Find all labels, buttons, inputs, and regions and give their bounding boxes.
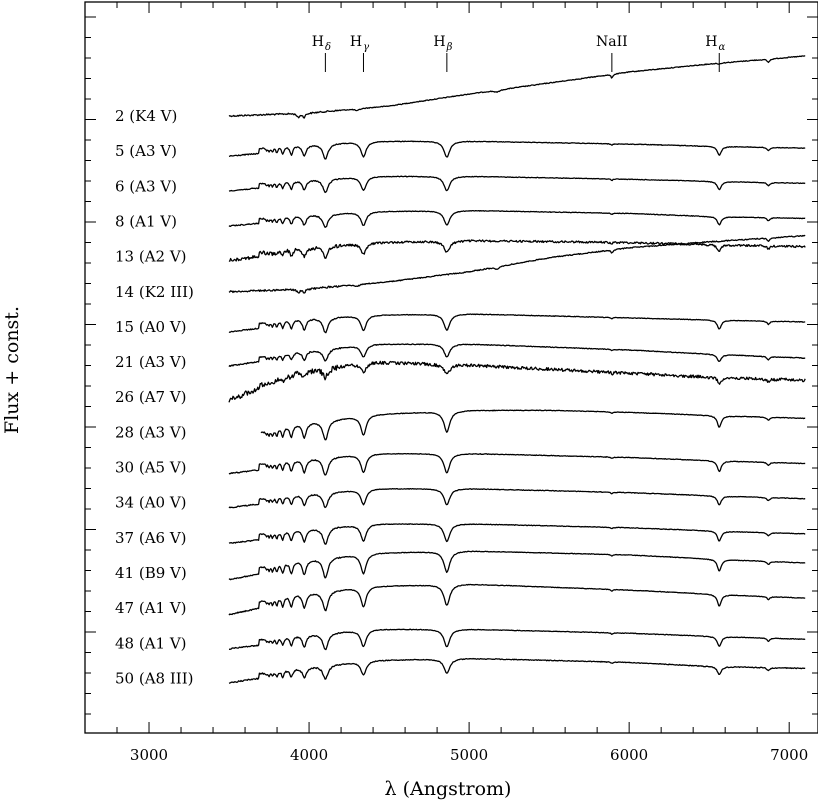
spectrum-line (228, 657, 806, 684)
line-marker-label: Hβ (433, 34, 452, 53)
y-axis-title: Flux + const. (1, 306, 23, 434)
spectrum-line (228, 239, 806, 262)
x-tick-label: 5000 (450, 746, 488, 764)
star-label: 15 (A0 V) (115, 318, 187, 336)
line-marker-label: Hδ (312, 34, 331, 53)
star-label: 47 (A1 V) (115, 599, 187, 617)
star-label: 8 (A1 V) (115, 212, 177, 230)
star-label: 30 (A5 V) (115, 459, 187, 477)
spectrum-line (228, 628, 806, 651)
spectrum-line (228, 175, 806, 194)
spectrum-line (228, 550, 806, 581)
star-label: 28 (A3 V) (115, 423, 187, 441)
spectrum-line (228, 140, 806, 160)
star-label: 41 (B9 V) (115, 564, 187, 582)
spectrum-line (228, 360, 806, 403)
star-label: 21 (A3 V) (115, 353, 187, 371)
star-label: 2 (K4 V) (115, 107, 177, 125)
star-label: 14 (K2 III) (115, 283, 194, 301)
axis-ticks (84, 2, 818, 733)
spectrum-line (228, 209, 806, 228)
star-label: 34 (A0 V) (115, 494, 187, 512)
star-label: 48 (A1 V) (115, 634, 187, 652)
spectral-line-markers: Hδ Hγ Hβ NaII Hα (312, 34, 725, 72)
star-label: 26 (A7 V) (115, 388, 187, 406)
plot-frame (84, 1, 818, 734)
spectrum-line (228, 234, 806, 294)
x-tick-labels: 3000 4000 5000 6000 7000 (130, 746, 808, 764)
spectrum-line (228, 523, 806, 545)
star-label: 6 (A3 V) (115, 177, 177, 195)
spectrum-line (228, 313, 806, 334)
line-marker-label: Hα (705, 34, 725, 53)
line-marker-label: NaII (596, 34, 628, 50)
x-tick-label: 6000 (610, 746, 648, 764)
star-label: 5 (A3 V) (115, 142, 177, 160)
x-tick-label: 3000 (130, 746, 168, 764)
spectra-lines (228, 55, 806, 684)
spectrum-line (228, 55, 806, 119)
star-label: 13 (A2 V) (115, 248, 187, 266)
spectrum-line (228, 487, 806, 509)
x-axis-title: λ (Angstrom) (385, 778, 512, 800)
star-label: 50 (A8 III) (115, 669, 193, 687)
x-tick-label: 4000 (290, 746, 328, 764)
star-labels: 2 (K4 V) 5 (A3 V) 6 (A3 V) 8 (A1 V) 13 (A2 V… (115, 107, 194, 687)
spectrum-line (228, 452, 806, 476)
line-marker-label: Hγ (350, 34, 369, 53)
spectrum-line (260, 409, 806, 441)
spectrum-line (228, 343, 806, 367)
spectrum-line (228, 583, 806, 616)
x-tick-label: 7000 (770, 746, 808, 764)
star-label: 37 (A6 V) (115, 529, 187, 547)
